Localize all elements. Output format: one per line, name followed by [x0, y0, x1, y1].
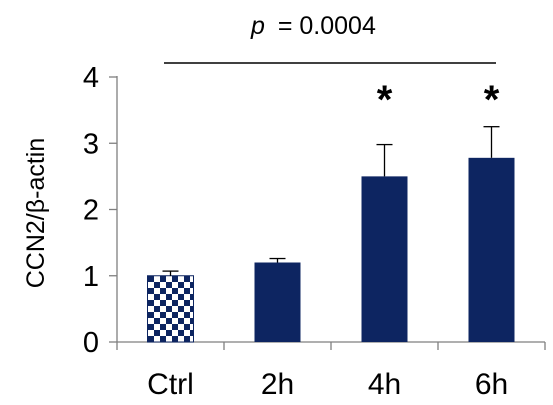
y-tick-label: 0 [83, 327, 99, 359]
significance-star-4h: * [377, 78, 393, 122]
y-tick-label: 4 [83, 62, 99, 94]
bar-ctrl [147, 275, 194, 343]
category-label-4h: 4h [368, 368, 401, 401]
svg-text:p = 0.0004: p = 0.0004 [250, 12, 376, 40]
significance-markers: * * [377, 78, 500, 122]
x-tick-marks [116, 342, 546, 350]
category-label-6h: 6h [475, 368, 508, 401]
y-tick-label: 3 [83, 128, 99, 160]
y-tick-label: 1 [83, 261, 99, 293]
error-bars [162, 126, 500, 276]
p-label: p [250, 12, 265, 40]
category-label-2h: 2h [261, 368, 294, 401]
y-ticks: 0 1 2 3 4 [83, 62, 117, 359]
category-labels: Ctrl 2h 4h 6h [147, 368, 508, 401]
bar-2h [254, 262, 301, 342]
significance-star-6h: * [484, 78, 500, 122]
bar-4h [361, 176, 408, 342]
p-value-annotation: p = 0.0004 [164, 12, 496, 64]
y-axis-label: CCN2/β-actin [22, 138, 50, 289]
category-label-ctrl: Ctrl [147, 368, 194, 401]
bars [147, 157, 515, 343]
p-value: = 0.0004 [278, 12, 376, 40]
bar-6h [468, 157, 515, 342]
y-tick-label: 2 [83, 195, 99, 227]
